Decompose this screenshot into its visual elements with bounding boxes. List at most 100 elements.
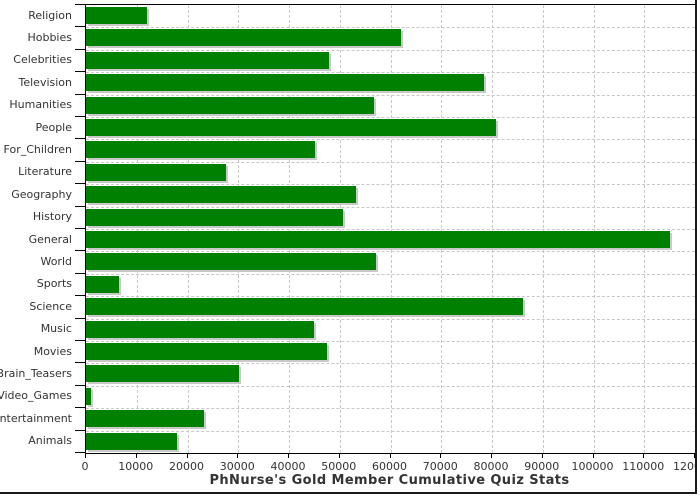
category-tick xyxy=(75,273,85,274)
bar-history xyxy=(86,208,343,226)
category-tick xyxy=(75,362,85,363)
chart-title: PhNurse's Gold Member Cumulative Quiz St… xyxy=(209,473,570,488)
value-tick xyxy=(440,453,442,458)
category-label-animals: Animals xyxy=(28,434,72,448)
horizontal-gridline xyxy=(86,430,695,432)
category-tick xyxy=(75,340,85,341)
bar-geography xyxy=(86,186,357,204)
category-label-movies: Movies xyxy=(33,344,72,358)
horizontal-gridline xyxy=(86,229,695,230)
plot-area xyxy=(85,4,695,454)
category-label-world: World xyxy=(40,255,72,269)
value-tick-label: 50000 xyxy=(321,460,357,473)
category-label-brain_teasers: Brain_Teasers xyxy=(0,367,72,381)
value-tick xyxy=(643,453,645,458)
horizontal-gridline xyxy=(86,341,695,342)
bar-music xyxy=(86,320,315,338)
category-tick xyxy=(75,385,85,386)
category-tick xyxy=(75,4,85,5)
category-label-video_games: Video_Games xyxy=(0,389,72,403)
horizontal-gridline xyxy=(86,296,695,298)
value-tick-label: 0 xyxy=(81,460,89,473)
horizontal-gridline xyxy=(86,273,695,275)
category-label-general: General xyxy=(28,232,72,246)
bar-entertainment xyxy=(86,410,204,428)
bar-television xyxy=(86,74,484,92)
category-tick xyxy=(75,452,85,453)
value-tick-label: 60000 xyxy=(372,460,407,473)
value-tick-label: 80000 xyxy=(473,460,509,473)
value-tick-label: 20000 xyxy=(169,460,204,473)
value-tick xyxy=(338,453,340,458)
value-tick xyxy=(592,453,594,458)
value-tick xyxy=(135,453,137,458)
bar-movies xyxy=(86,343,327,360)
category-label-people: People xyxy=(35,120,72,134)
category-tick xyxy=(75,138,85,139)
horizontal-gridline xyxy=(86,49,695,51)
category-label-religion: Religion xyxy=(28,8,72,22)
category-tick xyxy=(75,430,85,431)
category-tick xyxy=(75,183,85,184)
value-tick-label: 100000 xyxy=(571,460,614,473)
category-tick xyxy=(75,407,85,408)
bar-hobbies xyxy=(86,29,402,47)
horizontal-gridline xyxy=(86,72,695,74)
category-label-television: Television xyxy=(18,75,73,89)
bar-animals xyxy=(86,432,177,450)
bar-video_games xyxy=(86,387,92,405)
category-label-sports: Sports xyxy=(36,277,72,291)
category-tick xyxy=(75,116,85,117)
horizontal-gridline xyxy=(86,251,695,253)
value-tick-label: 110000 xyxy=(622,460,665,473)
bar-sports xyxy=(86,275,120,293)
category-label-for_children: For_Children xyxy=(3,143,72,157)
value-tick-label: 120000 xyxy=(673,460,695,473)
category-tick xyxy=(75,26,85,27)
value-tick xyxy=(288,453,289,458)
horizontal-gridline xyxy=(86,117,695,118)
category-tick xyxy=(75,295,85,296)
category-label-literature: Literature xyxy=(18,165,72,179)
horizontal-gridline xyxy=(86,318,695,320)
horizontal-gridline xyxy=(86,408,695,410)
category-tick xyxy=(75,49,85,50)
value-tick xyxy=(186,453,188,458)
horizontal-gridline xyxy=(86,161,695,163)
category-tick xyxy=(75,161,85,162)
category-tick xyxy=(75,94,85,95)
category-label-geography: Geography xyxy=(11,187,72,201)
category-tick xyxy=(75,228,85,229)
category-tick xyxy=(75,318,85,319)
horizontal-gridline xyxy=(86,385,695,387)
category-label-science: Science xyxy=(29,299,72,313)
bar-brain_teasers xyxy=(86,365,240,383)
horizontal-gridline xyxy=(86,184,695,186)
value-tick-label: 70000 xyxy=(422,460,458,473)
horizontal-gridline xyxy=(86,94,695,96)
category-label-celebrities: Celebrities xyxy=(13,53,72,67)
bar-science xyxy=(86,298,524,316)
horizontal-gridline xyxy=(86,27,695,29)
category-label-entertainment: Entertainment xyxy=(0,411,72,425)
value-tick-label: 40000 xyxy=(270,460,306,473)
bar-celebrities xyxy=(86,51,329,69)
category-label-music: Music xyxy=(40,322,72,336)
bar-for_children xyxy=(86,141,316,159)
value-tick xyxy=(237,453,239,458)
bar-literature xyxy=(86,163,227,181)
value-tick-label: 30000 xyxy=(219,460,255,473)
value-tick xyxy=(694,453,695,458)
bar-humanities xyxy=(86,96,374,114)
value-tick xyxy=(389,453,391,458)
category-label-hobbies: Hobbies xyxy=(27,31,72,45)
bar-religion xyxy=(86,7,147,24)
category-tick xyxy=(75,206,85,207)
value-tick-label: 10000 xyxy=(118,460,154,473)
category-tick xyxy=(75,71,85,72)
horizontal-gridline xyxy=(86,363,695,365)
category-label-history: History xyxy=(32,210,72,224)
bar-people xyxy=(86,119,497,136)
